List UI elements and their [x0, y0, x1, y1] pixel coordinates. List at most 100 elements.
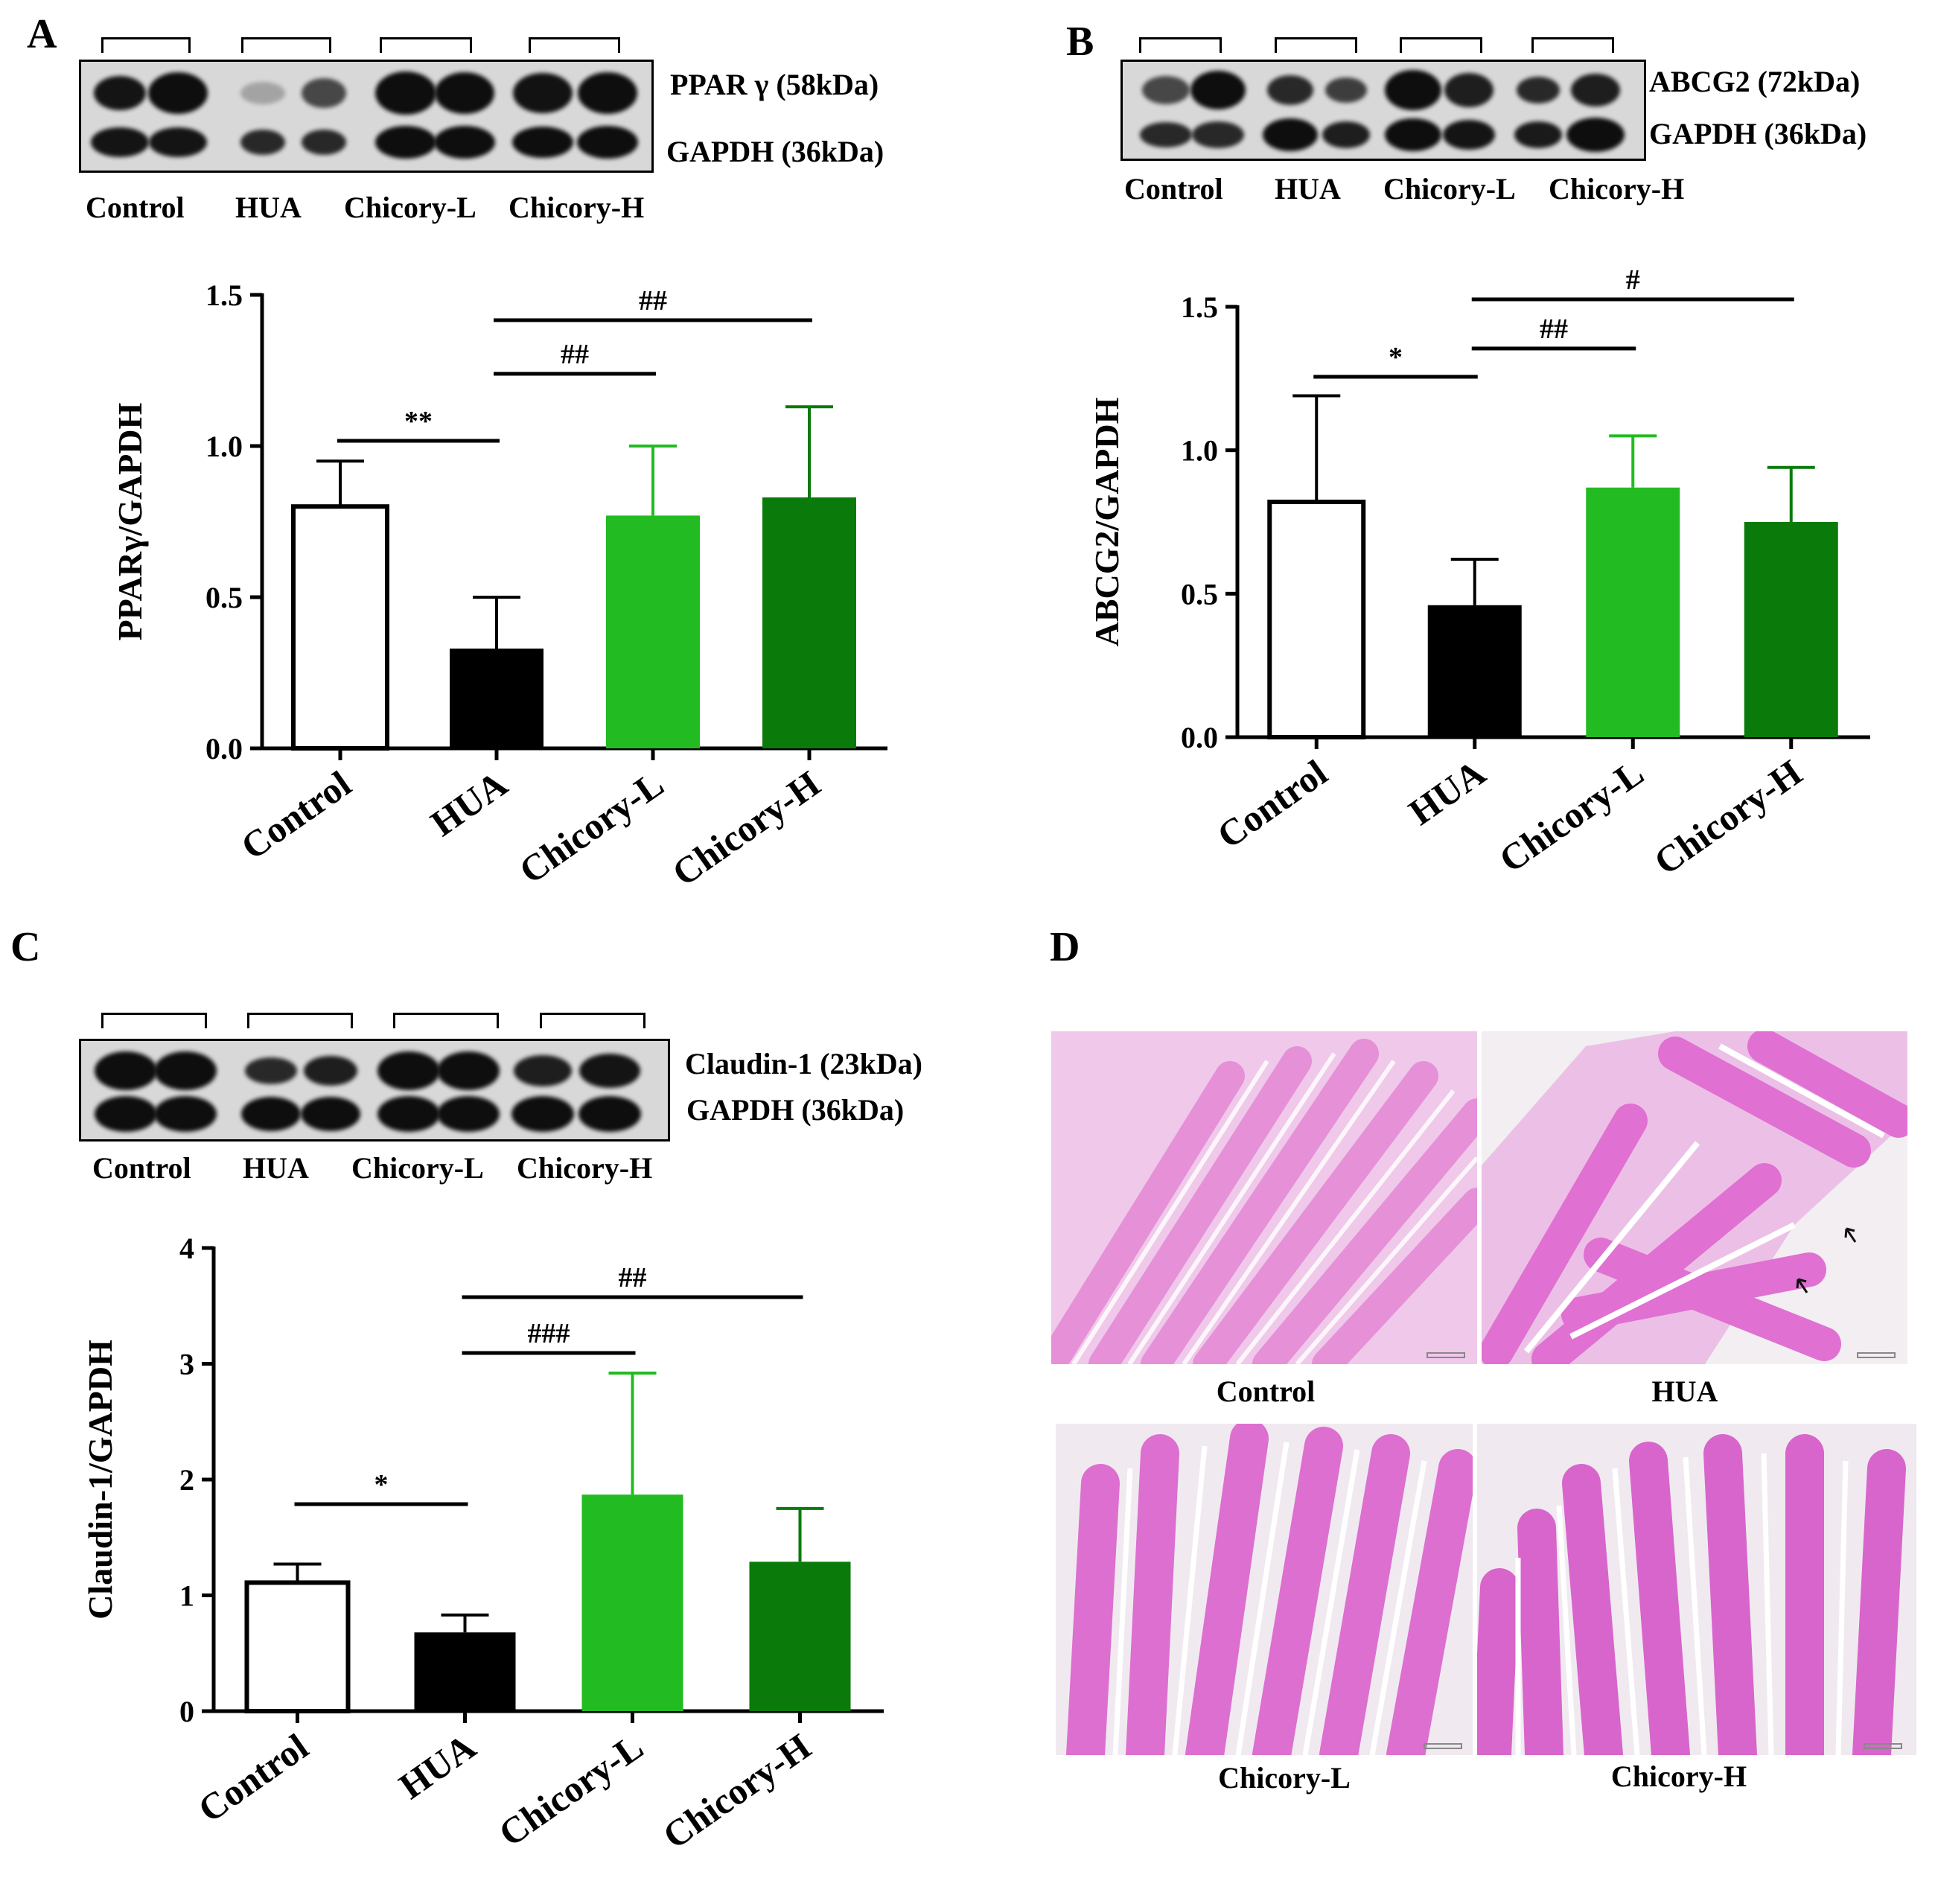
target-protein-band — [437, 1051, 500, 1090]
target-protein-band — [1267, 75, 1313, 105]
gapdh-band — [375, 126, 436, 159]
lane-label-chicory-l-c: Chicory-L — [351, 1151, 484, 1185]
gapdh-band — [577, 126, 638, 159]
target-protein-band — [1190, 71, 1246, 109]
blot-label-gapdh-b: GAPDH (36kDa) — [1649, 117, 1867, 150]
lane-group-bracket — [247, 1013, 353, 1028]
lane-label-control-a: Control — [86, 191, 185, 224]
lane-group-bracket — [393, 1013, 499, 1028]
lane-label-control-c: Control — [92, 1151, 191, 1185]
x-tick-label: Chicory-H — [665, 762, 828, 894]
histology-caption-control: Control — [1216, 1375, 1316, 1408]
y-axis-label: Claudin-1/GAPDH — [81, 1340, 119, 1620]
significance-marker: ** — [404, 406, 433, 437]
gapdh-band — [1514, 121, 1562, 148]
y-tick-label: 4 — [179, 1232, 194, 1265]
histology-caption-chicory-h: Chicory-H — [1610, 1760, 1747, 1793]
histology-image-control — [1051, 1031, 1477, 1364]
gapdh-band — [1192, 121, 1244, 148]
y-tick-label: 1.5 — [1181, 290, 1218, 324]
target-protein-band — [95, 1051, 157, 1090]
gapdh-band — [1322, 121, 1370, 148]
gapdh-band — [241, 1097, 301, 1131]
gapdh-band — [1140, 122, 1192, 147]
bar-hua — [1427, 605, 1522, 737]
y-tick-label: 0.0 — [1181, 721, 1218, 754]
target-protein-band — [513, 73, 573, 113]
significance-marker: ### — [528, 1318, 570, 1349]
gapdh-band — [578, 1096, 641, 1132]
panel-letter-d: D — [1050, 924, 1080, 970]
target-protein-band — [578, 72, 637, 114]
lane-group-bracket — [241, 37, 331, 53]
bar-chicory-h — [1744, 522, 1838, 737]
significance-marker: # — [1626, 264, 1640, 296]
gapdh-band — [434, 126, 495, 159]
blot-membrane — [1120, 60, 1646, 161]
gapdh-band — [91, 127, 149, 157]
y-tick-label: 3 — [179, 1348, 194, 1381]
significance-marker: ## — [619, 1262, 647, 1293]
target-protein-band — [377, 1051, 440, 1090]
significance-marker: ## — [561, 339, 589, 370]
blot-label-target-c: Claudin-1 (23kDa) — [685, 1047, 922, 1080]
lane-label-chicory-l-b: Chicory-L — [1383, 172, 1516, 206]
lane-group-bracket — [1275, 37, 1357, 53]
x-tick-label: Chicory-H — [1646, 751, 1809, 883]
target-protein-band — [302, 78, 346, 108]
bar-chicory-l — [606, 515, 700, 748]
significance-marker: ## — [1540, 313, 1568, 345]
bar-chicory-l — [581, 1494, 683, 1711]
y-tick-label: 0.5 — [205, 581, 243, 614]
y-tick-label: 1.0 — [205, 430, 243, 463]
gapdh-band — [1385, 118, 1441, 151]
x-tick-label: HUA — [1401, 751, 1493, 833]
x-tick-label: Chicory-H — [655, 1725, 818, 1857]
target-protein-band — [579, 1054, 640, 1088]
x-tick-label: HUA — [423, 762, 514, 844]
lane-label-chicory-h-c: Chicory-H — [517, 1151, 653, 1185]
target-protein-band — [94, 76, 146, 110]
blot-membrane — [79, 1039, 670, 1142]
lane-label-hua-c: HUA — [243, 1151, 309, 1185]
bar-chicory-h — [762, 497, 856, 748]
target-protein-band — [1444, 73, 1494, 107]
gapdh-band — [95, 1096, 157, 1132]
target-protein-band — [375, 71, 436, 115]
histology-caption-chicory-l: Chicory-L — [1218, 1761, 1351, 1795]
gapdh-band — [1263, 118, 1318, 151]
target-protein-band — [1517, 77, 1560, 104]
significance-marker: * — [374, 1469, 389, 1500]
bar-chicory-h — [749, 1561, 851, 1711]
lane-group-bracket — [1139, 37, 1222, 53]
lane-label-chicory-l-a: Chicory-L — [344, 191, 476, 224]
lane-group-bracket — [101, 1013, 207, 1028]
lane-label-control-b: Control — [1124, 172, 1223, 206]
x-tick-label: Chicory-L — [491, 1725, 651, 1854]
target-protein-band — [1385, 70, 1441, 110]
x-tick-label: Chicory-L — [511, 762, 671, 891]
y-tick-label: 1.5 — [205, 278, 243, 312]
histology-image-chicory-h — [1477, 1424, 1916, 1755]
lane-group-bracket — [540, 1013, 645, 1028]
histology-image-chicory-l — [1056, 1424, 1473, 1755]
lane-label-chicory-h-a: Chicory-H — [509, 191, 645, 224]
panel-letter-c: C — [10, 924, 41, 970]
y-axis-label: PPARγ/GAPDH — [111, 402, 149, 640]
blot-label-gapdh-a: GAPDH (36kDa) — [666, 135, 884, 168]
bar-control — [1267, 500, 1366, 739]
gapdh-band — [1443, 120, 1495, 150]
gapdh-band — [301, 1097, 360, 1131]
lane-label-chicory-h-b: Chicory-H — [1549, 172, 1685, 206]
y-tick-label: 0.0 — [205, 732, 243, 765]
significance-marker: ## — [639, 285, 667, 316]
gapdh-band — [154, 1096, 217, 1132]
gapdh-band — [437, 1096, 500, 1132]
target-protein-band — [1571, 74, 1620, 106]
y-tick-label: 2 — [179, 1463, 194, 1497]
blot-label-target-a: PPAR γ (58kDa) — [670, 68, 879, 101]
histology-caption-hua: HUA — [1651, 1375, 1718, 1408]
y-tick-label: 0 — [179, 1695, 194, 1728]
bar-control — [291, 504, 389, 751]
